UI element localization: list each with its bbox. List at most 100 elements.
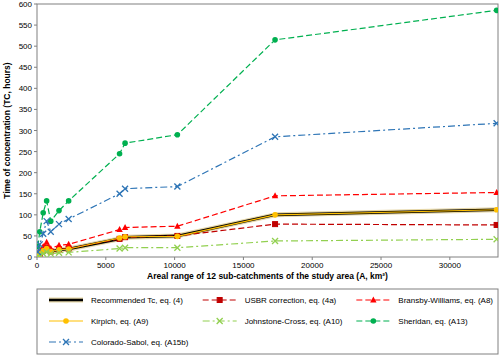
series-marker bbox=[122, 186, 128, 192]
series-marker bbox=[37, 241, 43, 247]
plot-area bbox=[37, 8, 498, 257]
y-tick-label: 450 bbox=[19, 63, 33, 72]
y-tick bbox=[34, 88, 37, 89]
y-tick bbox=[34, 46, 37, 47]
legend-marker bbox=[370, 297, 376, 303]
series-marker bbox=[123, 235, 128, 240]
series-marker bbox=[56, 247, 62, 253]
y-tick-label: 0 bbox=[28, 253, 33, 262]
x-tick-label: 30000 bbox=[439, 261, 462, 270]
series-marker bbox=[44, 218, 50, 224]
series-marker bbox=[48, 229, 54, 235]
y-tick-label: 200 bbox=[19, 169, 33, 178]
series-marker bbox=[174, 245, 180, 251]
series-marker bbox=[117, 151, 123, 157]
series-marker bbox=[175, 233, 180, 238]
x-tick bbox=[174, 257, 175, 260]
series-marker bbox=[272, 238, 278, 244]
x-tick bbox=[243, 257, 244, 260]
series-marker bbox=[44, 198, 50, 204]
series-marker bbox=[494, 222, 498, 227]
series-marker bbox=[494, 207, 498, 213]
y-tick bbox=[34, 109, 37, 110]
series-marker bbox=[272, 192, 278, 198]
series-marker bbox=[65, 241, 71, 247]
legend-label: Colorado-Sabol, eq. (A15b) bbox=[91, 338, 189, 347]
series-marker bbox=[272, 37, 278, 43]
legend-marker bbox=[371, 318, 377, 324]
legend-swatch bbox=[49, 299, 83, 302]
series-marker bbox=[122, 224, 128, 230]
series-marker bbox=[116, 226, 122, 232]
series-marker bbox=[117, 235, 123, 241]
legend-swatch-halo bbox=[49, 298, 83, 303]
x-tick bbox=[105, 257, 106, 260]
legend-box bbox=[37, 289, 498, 354]
series-marker bbox=[48, 251, 54, 257]
series-marker bbox=[122, 140, 128, 146]
series-line bbox=[38, 224, 497, 256]
series-marker bbox=[494, 120, 498, 126]
legend-label: USBR correction, eq. (4a) bbox=[245, 296, 337, 305]
legend-label: Johnstone-Cross, eq. (A10) bbox=[245, 317, 343, 326]
y-tick-label: 500 bbox=[19, 42, 33, 51]
legend-marker bbox=[217, 318, 223, 324]
x-tick bbox=[449, 257, 450, 260]
series-line bbox=[38, 192, 497, 254]
series-marker bbox=[175, 234, 181, 240]
y-tick-label: 550 bbox=[19, 21, 33, 30]
x-tick-label: 10000 bbox=[163, 261, 186, 270]
series-line bbox=[38, 239, 497, 256]
series-marker bbox=[56, 221, 62, 227]
x-tick-label: 5000 bbox=[97, 261, 115, 270]
legend-marker bbox=[63, 339, 69, 345]
plot-frame bbox=[37, 4, 498, 257]
chart: 0501001502002503003504004505005506000500… bbox=[0, 0, 500, 357]
y-tick bbox=[34, 235, 37, 236]
y-tick-label: 250 bbox=[19, 148, 33, 157]
x-tick-label: 25000 bbox=[370, 261, 393, 270]
legend: Recommended Tc, eq. (4)USBR correction, … bbox=[37, 289, 498, 354]
series-marker bbox=[40, 231, 46, 237]
series-marker bbox=[117, 191, 123, 197]
series-marker bbox=[494, 236, 498, 242]
series-marker bbox=[122, 234, 128, 240]
series-marker bbox=[493, 189, 498, 195]
y-tick bbox=[34, 193, 37, 194]
y-tick bbox=[34, 172, 37, 173]
series-marker bbox=[175, 132, 181, 138]
series-marker bbox=[272, 212, 278, 218]
x-axis-label: Areal range of 12 sub-catchments of the … bbox=[147, 271, 388, 281]
y-tick bbox=[34, 4, 37, 5]
series-marker bbox=[494, 8, 498, 14]
series-marker bbox=[56, 208, 62, 214]
legend-label: Sheridan, eq. (A13) bbox=[398, 317, 468, 326]
x-tick bbox=[312, 257, 313, 260]
y-axis-label: Time of concentration (TC, hours) bbox=[2, 62, 12, 198]
y-tick-label: 300 bbox=[19, 127, 33, 136]
legend-marker bbox=[217, 298, 222, 303]
x-tick-label: 20000 bbox=[301, 261, 324, 270]
y-tick bbox=[34, 130, 37, 131]
legend-marker bbox=[63, 318, 69, 324]
series-marker bbox=[272, 134, 278, 140]
series-marker bbox=[273, 222, 278, 227]
y-tick-label: 50 bbox=[23, 232, 32, 241]
series-marker bbox=[37, 249, 41, 255]
y-tick-label: 400 bbox=[19, 84, 33, 93]
series-marker bbox=[117, 246, 123, 252]
legend-label: Kirpich, eq. (A9) bbox=[91, 317, 149, 326]
y-tick-label: 600 bbox=[19, 0, 33, 9]
x-tick-label: 15000 bbox=[232, 261, 255, 270]
y-tick-label: 150 bbox=[19, 190, 33, 199]
series-line bbox=[38, 10, 497, 246]
series-marker bbox=[40, 210, 46, 216]
legend-label: Bransby-Williams, eq. (A8) bbox=[398, 296, 493, 305]
series-marker bbox=[174, 223, 180, 229]
series-marker bbox=[56, 242, 62, 248]
series-marker bbox=[43, 239, 49, 245]
x-tick bbox=[37, 257, 38, 260]
x-tick bbox=[381, 257, 382, 260]
series-line bbox=[38, 210, 497, 256]
series-marker bbox=[122, 245, 128, 251]
